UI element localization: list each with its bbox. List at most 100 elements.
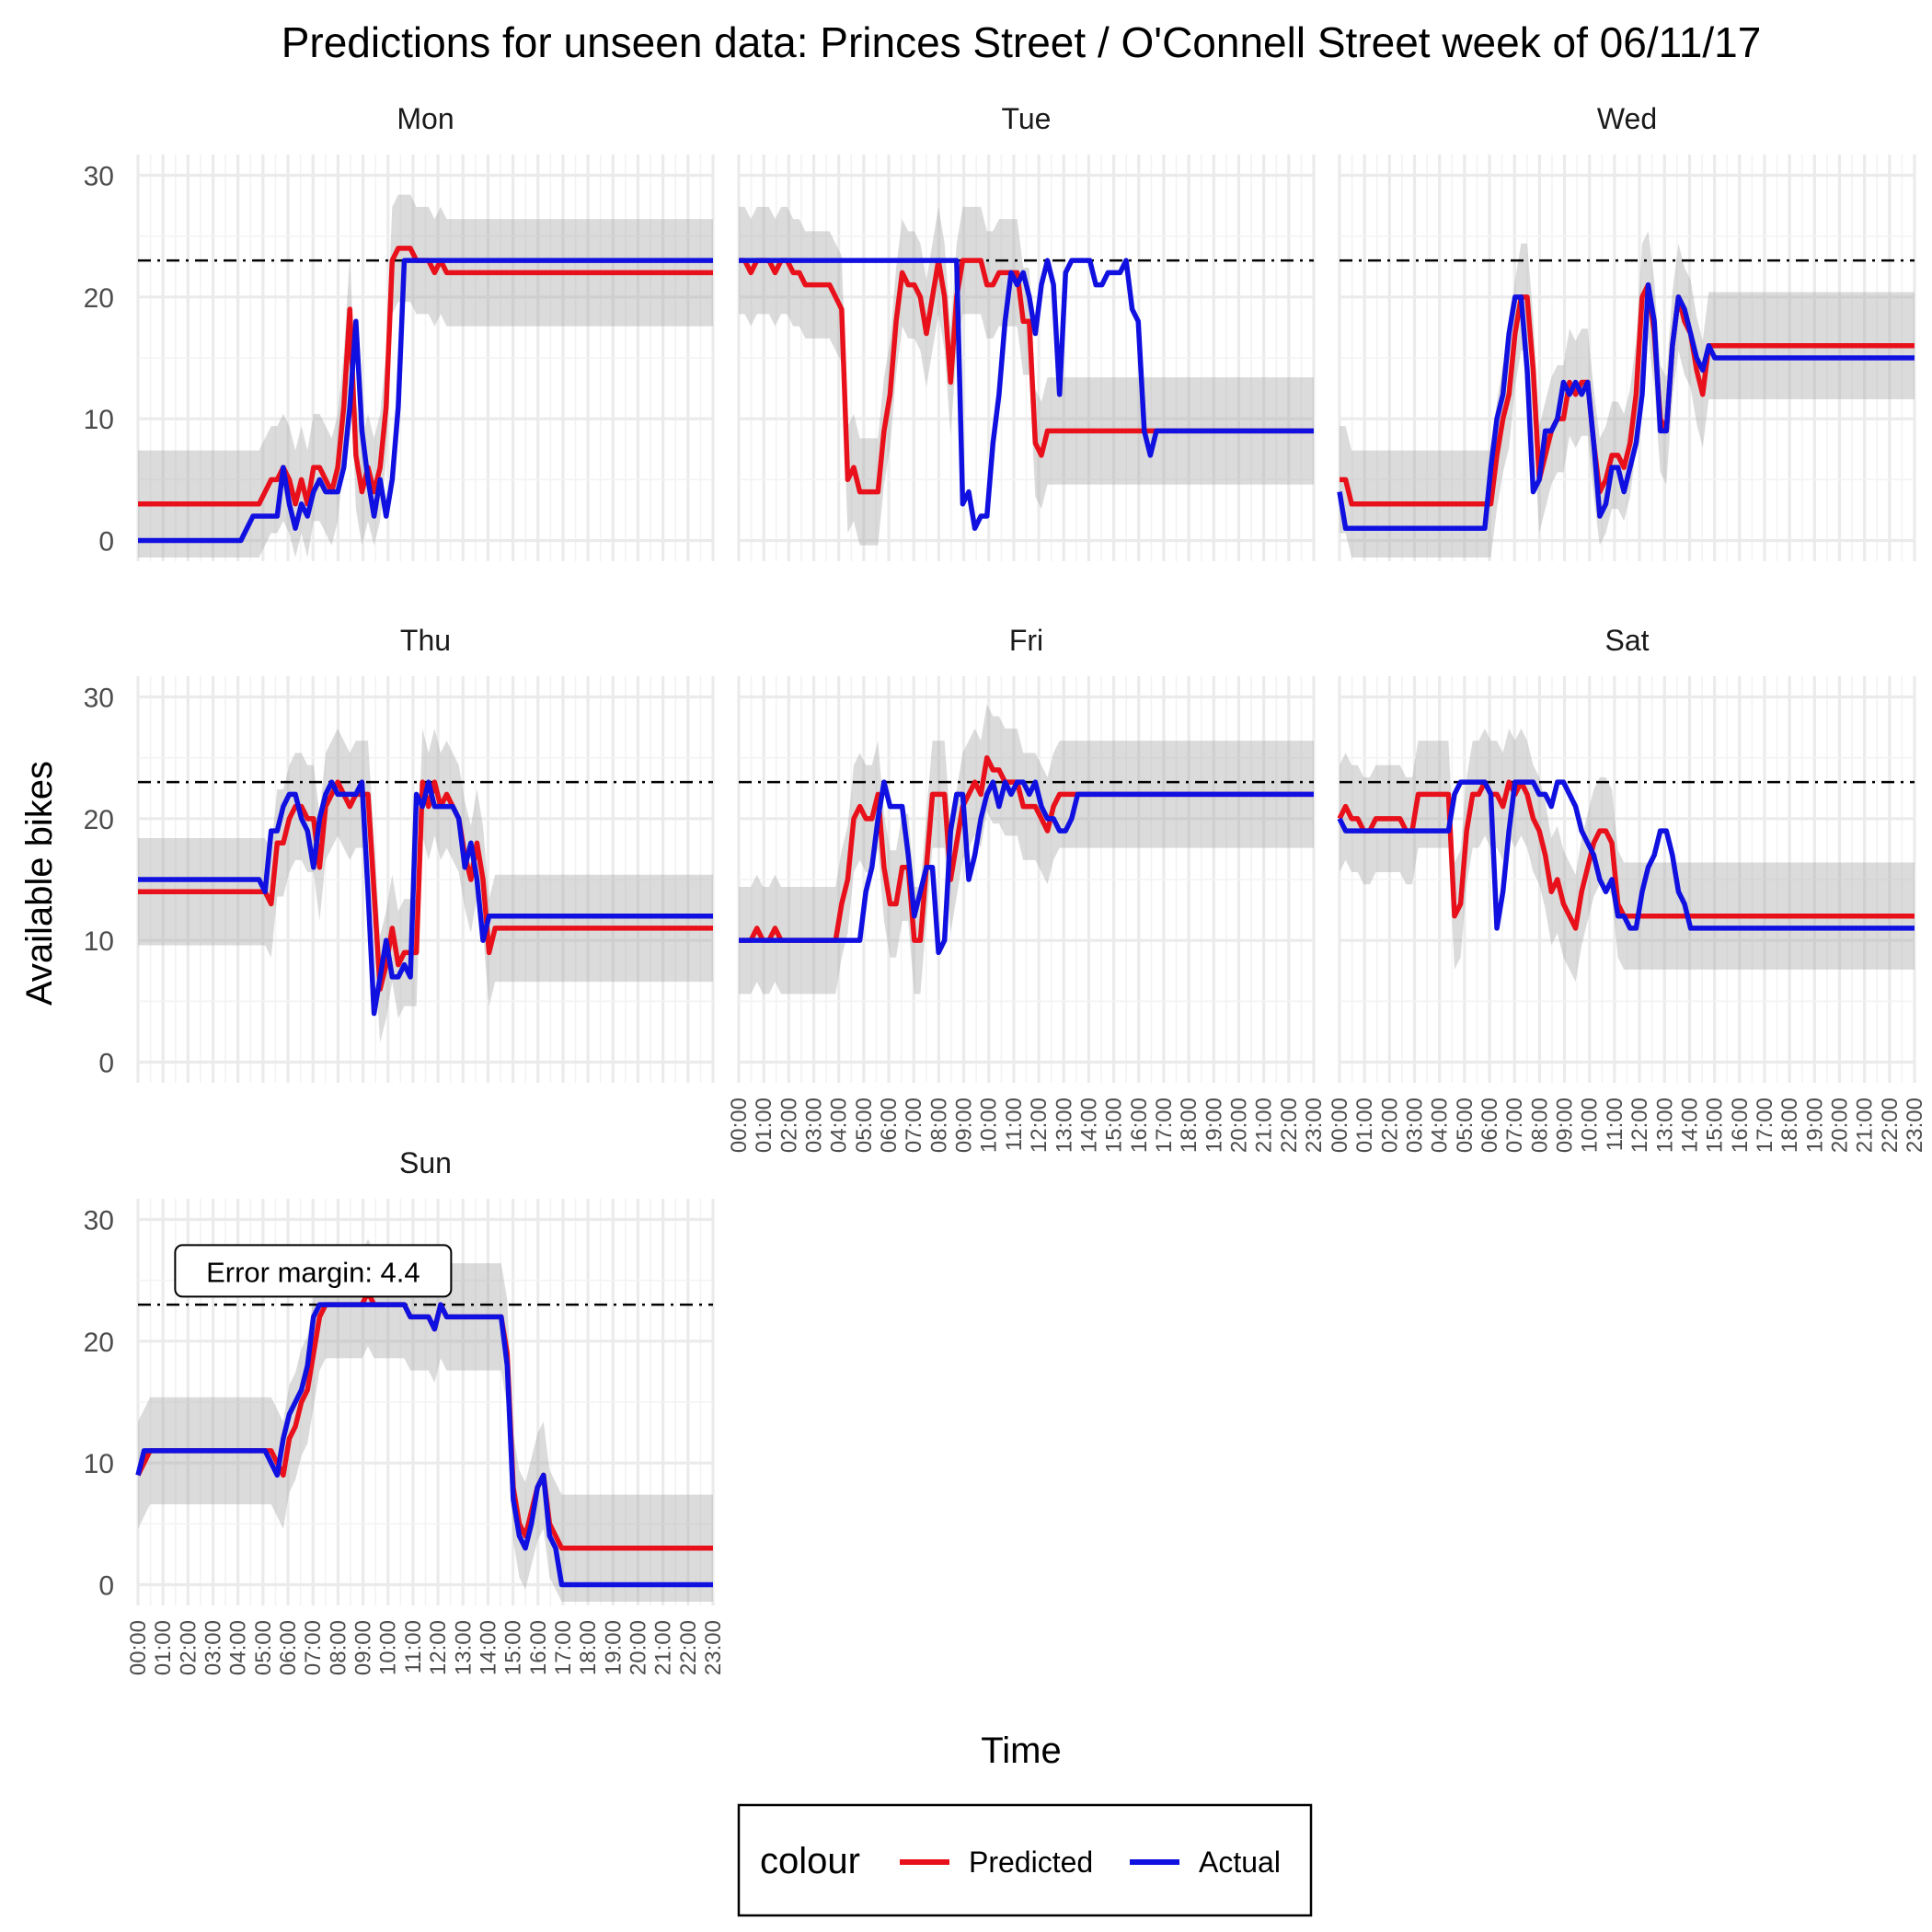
panel-wed: Wed: [1337, 102, 1916, 561]
x-tick-label: 09:00: [1553, 1098, 1578, 1153]
x-tick-label: 05:00: [1453, 1098, 1478, 1153]
x-tick-label: 18:00: [1177, 1098, 1202, 1153]
error-band: [739, 704, 1314, 995]
x-tick-label: 19:00: [601, 1620, 626, 1675]
facet-label: Wed: [1597, 102, 1657, 135]
x-tick-label: 11:00: [401, 1620, 426, 1673]
x-tick-label: 10:00: [376, 1620, 401, 1675]
x-tick-label: 13:00: [1652, 1098, 1677, 1153]
x-tick-label: 02:00: [176, 1620, 201, 1675]
x-tick-label: 00:00: [727, 1098, 752, 1153]
x-tick-label: 22:00: [676, 1620, 701, 1675]
y-axis-title: Available bikes: [19, 761, 60, 1006]
x-tick-label: 16:00: [1127, 1098, 1152, 1153]
error-band: [138, 1238, 713, 1603]
x-tick-label: 02:00: [776, 1098, 801, 1153]
x-tick-label: 13:00: [451, 1620, 476, 1675]
x-tick-label: 23:00: [1903, 1098, 1927, 1153]
x-tick-label: 14:00: [1076, 1098, 1101, 1153]
series-line-actual: [1337, 779, 1915, 931]
x-tick-label: 17:00: [551, 1620, 576, 1675]
x-tick-label: 04:00: [226, 1620, 251, 1675]
x-tick-label: 15:00: [501, 1620, 526, 1675]
series-line-actual: [138, 258, 713, 544]
x-tick-label: 12:00: [1627, 1098, 1652, 1153]
x-tick-label: 12:00: [1027, 1098, 1052, 1153]
y-tick-label: 20: [84, 283, 114, 314]
x-tick-label: 01:00: [1352, 1098, 1377, 1153]
facet-label: Fri: [1009, 624, 1043, 657]
panel-mon: Mon 0 10 20 30: [84, 102, 715, 561]
error-margin-label: Error margin: 4.4: [174, 1244, 453, 1298]
x-tick-label: 04:00: [827, 1098, 852, 1153]
x-tick-label: 20:00: [1226, 1098, 1251, 1153]
x-tick-label: 01:00: [151, 1620, 176, 1675]
x-tick-label: 18:00: [1777, 1098, 1802, 1153]
x-axis-title: Time: [981, 1731, 1061, 1771]
x-tick-label: 21:00: [1853, 1098, 1878, 1153]
panel-thu: Thu 0 10 20 30: [84, 624, 715, 1083]
y-tick-label: 20: [84, 1328, 114, 1358]
x-tick-label: 15:00: [1102, 1098, 1127, 1153]
series-line-actual: [1337, 282, 1915, 532]
panel-fri: Fri 00:00 01:00 02:00 03:00 04:00 05:00 06:00 07…: [727, 624, 1327, 1153]
x-tick-label: 11:00: [1603, 1098, 1627, 1151]
x-tick-label: 07:00: [1502, 1098, 1527, 1153]
x-tick-label: 18:00: [576, 1620, 601, 1675]
x-tick-label: 12:00: [426, 1620, 451, 1675]
x-tick-label: 06:00: [1478, 1098, 1502, 1153]
x-tick-label: 21:00: [651, 1620, 676, 1675]
panel-tue: Tue: [737, 102, 1316, 561]
y-tick-label: 10: [84, 1449, 114, 1479]
panel-sun: Sun 0 10 20 30 00:00 01:00 02:00 03:00 04:00 05:00…: [84, 1146, 726, 1675]
y-tick-label: 30: [84, 683, 114, 713]
error-band: [1340, 231, 1915, 558]
x-tick-label: 03:00: [201, 1620, 226, 1675]
legend-label-actual: Actual: [1199, 1846, 1281, 1879]
x-tick-label: 02:00: [1377, 1098, 1402, 1153]
y-tick-label: 0: [98, 527, 114, 558]
x-tick-label: 17:00: [1753, 1098, 1777, 1153]
x-tick-label: 06:00: [877, 1098, 902, 1153]
x-tick-label: 20:00: [1827, 1098, 1852, 1153]
x-tick-label: 07:00: [902, 1098, 926, 1153]
facet-label: Mon: [397, 102, 454, 135]
x-tick-label: 14:00: [476, 1620, 500, 1675]
y-tick-label: 10: [84, 926, 114, 957]
y-tick-label: 20: [84, 805, 114, 835]
x-tick-label: 03:00: [802, 1098, 827, 1153]
x-tick-label: 00:00: [1328, 1098, 1352, 1153]
x-tick-label: 16:00: [1728, 1098, 1753, 1153]
y-tick-label: 0: [98, 1571, 114, 1602]
x-tick-label: 21:00: [1252, 1098, 1277, 1153]
legend-label-predicted: Predicted: [969, 1846, 1093, 1879]
series-line-actual: [138, 779, 713, 1017]
x-tick-label: 19:00: [1802, 1098, 1827, 1153]
x-tick-label: 08:00: [926, 1098, 951, 1153]
legend-box: [737, 1803, 1313, 1917]
x-tick-label: 15:00: [1703, 1098, 1728, 1153]
facet-label: Sat: [1604, 624, 1649, 657]
x-tick-label: 16:00: [526, 1620, 551, 1675]
series-line-predicted: [1340, 282, 1915, 507]
x-tick-label: 20:00: [626, 1620, 650, 1675]
legend-title: colour: [760, 1841, 860, 1881]
x-tick-label: 05:00: [251, 1620, 276, 1675]
facet-label: Tue: [1002, 102, 1052, 135]
y-tick-label: 10: [84, 405, 114, 435]
series-line-actual: [739, 258, 1314, 532]
x-tick-label: 09:00: [351, 1620, 376, 1675]
x-tick-label: 23:00: [701, 1620, 726, 1675]
x-tick-label: 17:00: [1152, 1098, 1177, 1153]
x-tick-label: 22:00: [1277, 1098, 1302, 1153]
x-tick-label: 13:00: [1052, 1098, 1076, 1153]
x-tick-label: 09:00: [952, 1098, 977, 1153]
series-line-actual: [135, 1302, 713, 1588]
y-tick-label: 30: [84, 161, 114, 191]
chart-title: Predictions for unseen data: Princes Str…: [282, 18, 1762, 66]
facet-label: Sun: [399, 1146, 452, 1179]
series-line-actual: [739, 779, 1314, 956]
x-tick-label: 05:00: [852, 1098, 877, 1153]
x-tick-label: 23:00: [1302, 1098, 1327, 1153]
